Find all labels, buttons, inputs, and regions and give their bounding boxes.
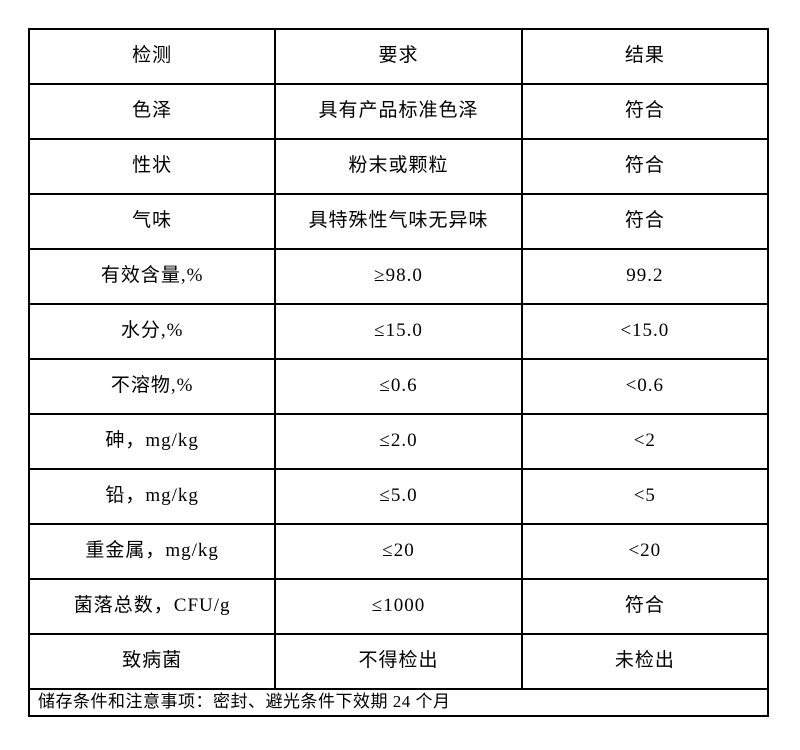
table-row: 有效含量,% ≥98.0 99.2 <box>27 248 770 305</box>
cell-requirement: ≤1000 <box>274 578 523 635</box>
cell-requirement: 具特殊性气味无异味 <box>274 193 523 250</box>
table-row: 不溶物,% ≤0.6 <0.6 <box>27 358 770 415</box>
cell-result: <5 <box>520 468 770 525</box>
cell-requirement: ≤5.0 <box>274 468 523 525</box>
header-result: 结果 <box>520 28 770 85</box>
cell-result: 99.2 <box>520 248 770 305</box>
cell-test: 有效含量,% <box>27 248 277 305</box>
table-row: 重金属，mg/kg ≤20 <20 <box>27 523 770 580</box>
cell-test: 菌落总数，CFU/g <box>27 578 277 635</box>
table-row: 菌落总数，CFU/g ≤1000 符合 <box>27 578 770 635</box>
table-row: 铅，mg/kg ≤5.0 <5 <box>27 468 770 525</box>
cell-requirement: 粉末或颗粒 <box>274 138 523 195</box>
cell-result: 符合 <box>520 138 770 195</box>
inspection-table: 检测 要求 结果 色泽 具有产品标准色泽 符合 性状 粉末或颗粒 符合 气味 具… <box>27 28 770 717</box>
cell-result: <20 <box>520 523 770 580</box>
cell-result: <2 <box>520 413 770 470</box>
cell-result: 符合 <box>520 193 770 250</box>
cell-test: 色泽 <box>27 83 277 140</box>
cell-result: 未检出 <box>520 633 770 690</box>
cell-result: 符合 <box>520 578 770 635</box>
cell-requirement: ≥98.0 <box>274 248 523 305</box>
cell-requirement: 不得检出 <box>274 633 523 690</box>
table-row: 水分,% ≤15.0 <15.0 <box>27 303 770 360</box>
table-row: 致病菌 不得检出 未检出 <box>27 633 770 690</box>
table-row: 性状 粉末或颗粒 符合 <box>27 138 770 195</box>
cell-test: 气味 <box>27 193 277 250</box>
table-row: 气味 具特殊性气味无异味 符合 <box>27 193 770 250</box>
storage-conditions-row: 储存条件和注意事项：密封、避光条件下效期 24 个月 <box>28 688 769 717</box>
cell-test: 不溶物,% <box>27 358 277 415</box>
cell-test: 铅，mg/kg <box>27 468 277 525</box>
cell-requirement: ≤2.0 <box>274 413 523 470</box>
cell-test: 砷，mg/kg <box>27 413 277 470</box>
cell-requirement: 具有产品标准色泽 <box>274 83 523 140</box>
cell-test: 性状 <box>27 138 277 195</box>
table-row: 色泽 具有产品标准色泽 符合 <box>27 83 770 140</box>
cell-result: 符合 <box>520 83 770 140</box>
cell-test: 水分,% <box>27 303 277 360</box>
cell-test: 致病菌 <box>27 633 277 690</box>
cell-requirement: ≤20 <box>274 523 523 580</box>
storage-conditions-note: 储存条件和注意事项：密封、避光条件下效期 24 个月 <box>28 688 769 717</box>
cell-requirement: ≤0.6 <box>274 358 523 415</box>
cell-result: <0.6 <box>520 358 770 415</box>
cell-requirement: ≤15.0 <box>274 303 523 360</box>
table-row: 砷，mg/kg ≤2.0 <2 <box>27 413 770 470</box>
header-row: 检测 要求 结果 <box>27 28 770 85</box>
cell-test: 重金属，mg/kg <box>27 523 277 580</box>
header-requirement: 要求 <box>274 28 523 85</box>
header-test: 检测 <box>27 28 277 85</box>
cell-result: <15.0 <box>520 303 770 360</box>
